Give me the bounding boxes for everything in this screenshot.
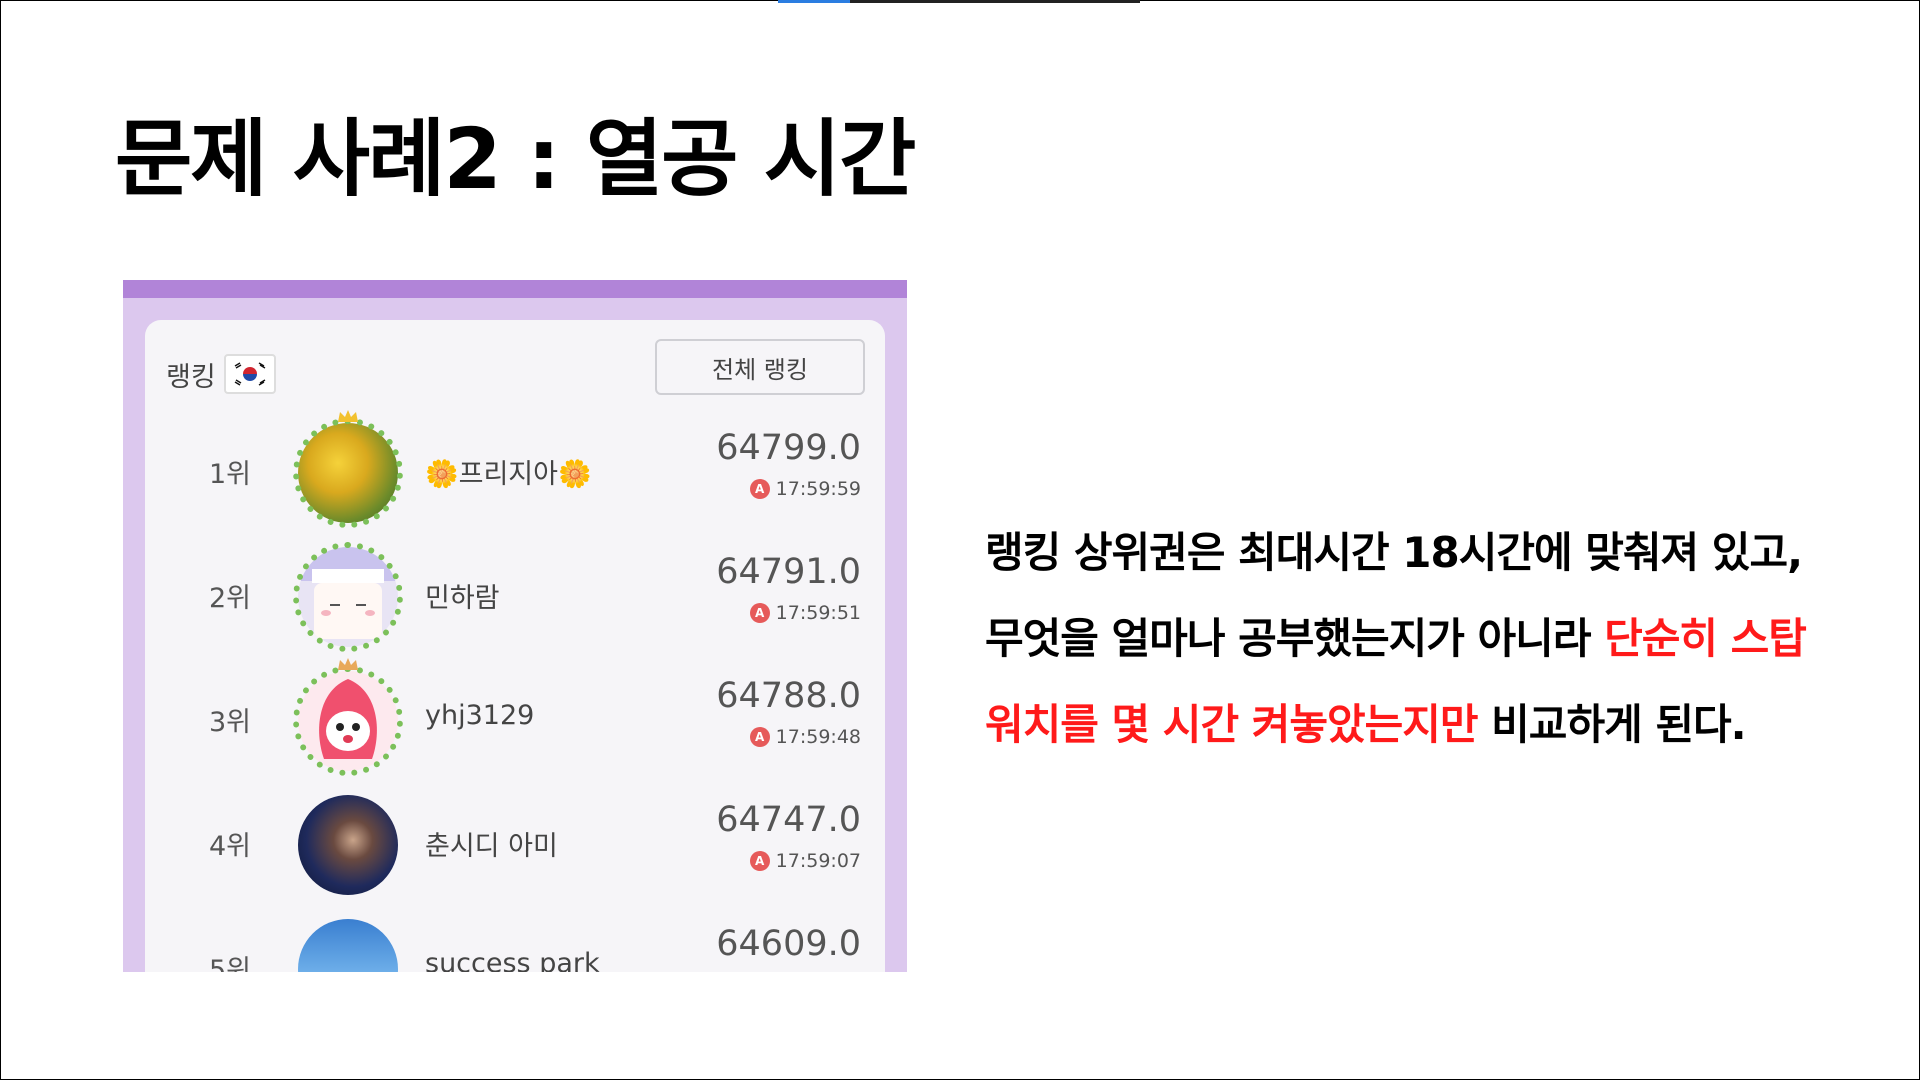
time-info: A 17:59:59 bbox=[749, 478, 861, 500]
crown-icon bbox=[338, 410, 358, 422]
user-name: 🌼프리지아🌼 bbox=[425, 459, 592, 490]
slide-title: 문제 사례2 : 열공 시간 bbox=[115, 110, 916, 208]
alert-badge-icon: A bbox=[749, 479, 770, 499]
rank-number: 3위 bbox=[209, 707, 252, 738]
description-line-3: 워치를 몇 시간 켜놓았는지만 비교하게 된다. bbox=[985, 682, 1865, 768]
rank-number: 2위 bbox=[209, 583, 252, 614]
ranking-row[interactable]: 3위 yhj3129 64788.0 A 17:59:4 bbox=[145, 658, 885, 784]
study-time: 17:59:07 bbox=[775, 850, 861, 872]
avatar bbox=[293, 542, 403, 652]
score: 64788.0 bbox=[716, 676, 861, 716]
avatar bbox=[293, 658, 403, 776]
app-top-bar bbox=[123, 280, 907, 298]
wreath-frame-icon bbox=[293, 666, 403, 776]
description-highlight-2: 워치를 몇 시간 켜놓았는지만 bbox=[985, 700, 1479, 749]
alert-badge-icon: A bbox=[749, 603, 770, 623]
ranking-label: 랭킹 bbox=[166, 361, 216, 393]
description-line-1: 랭킹 상위권은 최대시간 18시간에 맞춰져 있고, bbox=[985, 528, 1803, 577]
ranking-screenshot: 랭킹 전체 랭킹 1위 bbox=[123, 280, 907, 972]
avatar-image bbox=[298, 919, 398, 972]
study-time: 17:59:59 bbox=[775, 478, 861, 500]
alert-badge-icon: A bbox=[749, 851, 770, 871]
user-name: 춘시디 아미 bbox=[425, 831, 558, 862]
avatar bbox=[293, 914, 403, 972]
all-ranking-button[interactable]: 전체 랭킹 bbox=[655, 339, 865, 395]
avatar bbox=[293, 790, 403, 900]
description-text: 랭킹 상위권은 최대시간 18시간에 맞춰져 있고, 무엇을 얼마나 공부했는지… bbox=[985, 510, 1865, 768]
rank-number: 4위 bbox=[209, 831, 252, 862]
ranking-row[interactable]: 4위 춘시디 아미 64747.0 A 17:59:07 bbox=[145, 784, 885, 908]
description-line-2: 무엇을 얼마나 공부했는지가 아니라 단순히 스탑 bbox=[985, 596, 1865, 682]
user-name: yhj3129 bbox=[425, 700, 535, 731]
slide-progress-bar bbox=[778, 0, 1140, 3]
wreath-frame-icon bbox=[293, 542, 403, 652]
study-time: 17:59:48 bbox=[775, 726, 861, 748]
user-name: 민하람 bbox=[425, 583, 500, 614]
alert-badge-icon: A bbox=[749, 727, 770, 747]
time-info: A 17:59:51 bbox=[749, 602, 861, 624]
ranking-header: 랭킹 bbox=[166, 354, 276, 394]
user-name: success park bbox=[425, 948, 600, 972]
rank-number: 1위 bbox=[209, 459, 252, 490]
description-line-2-normal: 무엇을 얼마나 공부했는지가 아니라 bbox=[985, 614, 1605, 663]
ranking-row[interactable]: 1위 🌼프리지아🌼 64799.0 A 17:59:59 bbox=[145, 410, 885, 536]
rank-number: 5위 bbox=[209, 955, 252, 972]
ranking-row[interactable]: 5위 success park 64609.0 bbox=[145, 908, 885, 972]
score: 64747.0 bbox=[716, 800, 861, 840]
crown-icon bbox=[338, 658, 358, 670]
slide-progress-fill bbox=[778, 0, 850, 3]
study-time: 17:59:51 bbox=[775, 602, 861, 624]
avatar-image bbox=[298, 795, 398, 895]
ranking-card: 랭킹 전체 랭킹 1위 bbox=[145, 320, 885, 972]
score: 64791.0 bbox=[716, 552, 861, 592]
score: 64609.0 bbox=[716, 924, 861, 964]
time-info: A 17:59:07 bbox=[749, 850, 861, 872]
avatar bbox=[293, 410, 403, 528]
score: 64799.0 bbox=[716, 428, 861, 468]
wreath-frame-icon bbox=[293, 418, 403, 528]
time-info: A 17:59:48 bbox=[749, 726, 861, 748]
description-highlight-1: 단순히 스탑 bbox=[1604, 614, 1807, 663]
korea-flag-icon bbox=[223, 354, 276, 394]
ranking-row[interactable]: 2위 민하람 64791.0 A bbox=[145, 536, 885, 660]
description-line-3-normal: 비교하게 된다. bbox=[1477, 700, 1746, 749]
